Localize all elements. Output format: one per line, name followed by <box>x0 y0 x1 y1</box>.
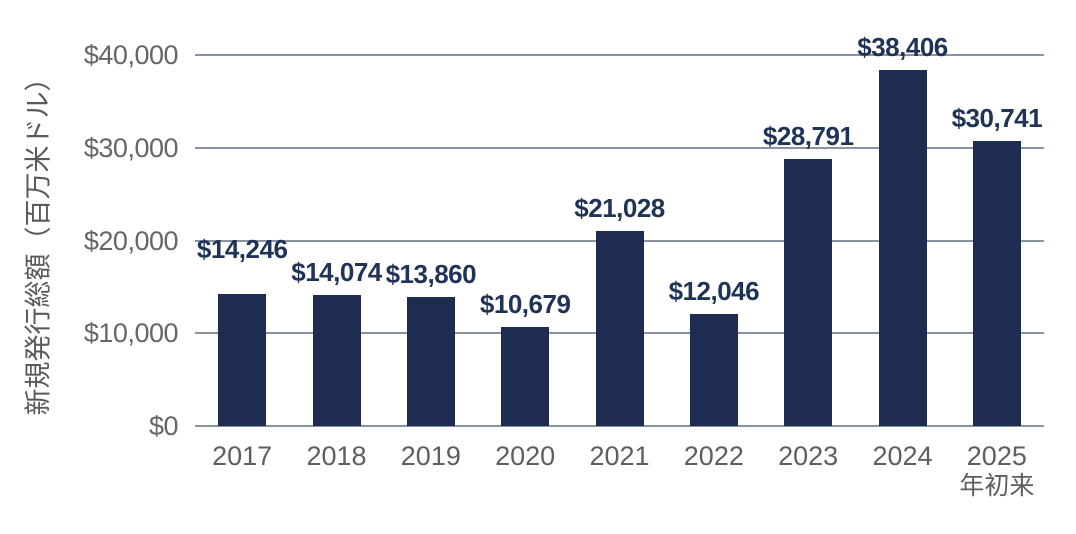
bar-value-label: $28,791 <box>762 120 854 151</box>
bar-value-label: $12,046 <box>668 276 760 307</box>
x-axis-label: 2017 <box>212 441 273 471</box>
bar-2025 <box>972 140 1021 426</box>
gridline <box>195 54 1044 56</box>
x-axis-label: 2025 <box>966 441 1027 471</box>
x-axis-sublabel: 年初来 <box>959 472 1035 500</box>
bar-2021 <box>595 230 644 426</box>
bar-2020 <box>501 326 550 426</box>
x-axis-label: 2018 <box>306 441 367 471</box>
bar-2018 <box>312 295 361 426</box>
y-tick-label: $30,000 <box>83 132 179 163</box>
y-tick-label: $0 <box>148 411 179 441</box>
y-tick-label: $10,000 <box>83 318 179 349</box>
x-axis-label: 2023 <box>778 441 839 471</box>
bar-2022 <box>689 314 738 426</box>
bar-value-label: $38,406 <box>857 31 948 62</box>
x-axis-label: 2019 <box>400 441 461 471</box>
x-axis-label: 2020 <box>495 441 556 471</box>
bar-value-label: $10,679 <box>479 288 571 319</box>
x-axis-label: 2021 <box>589 441 650 471</box>
x-axis-label: 2022 <box>683 441 744 471</box>
bar-2024 <box>878 69 927 426</box>
bar-value-label: $13,860 <box>385 259 477 290</box>
bar-value-label: $14,074 <box>291 257 382 288</box>
gridline <box>195 146 1044 149</box>
bar-2019 <box>406 297 455 426</box>
bar-value-label: $30,741 <box>951 102 1043 133</box>
bar-2023 <box>784 158 833 426</box>
x-axis-label: 2024 <box>872 441 933 471</box>
x-axis-line <box>195 425 1044 427</box>
y-tick-label: $40,000 <box>83 40 179 70</box>
bar-2017 <box>218 293 267 426</box>
bar-value-label: $21,028 <box>574 192 665 223</box>
bar-value-label: $14,246 <box>196 233 288 264</box>
y-tick-label: $20,000 <box>83 225 179 256</box>
